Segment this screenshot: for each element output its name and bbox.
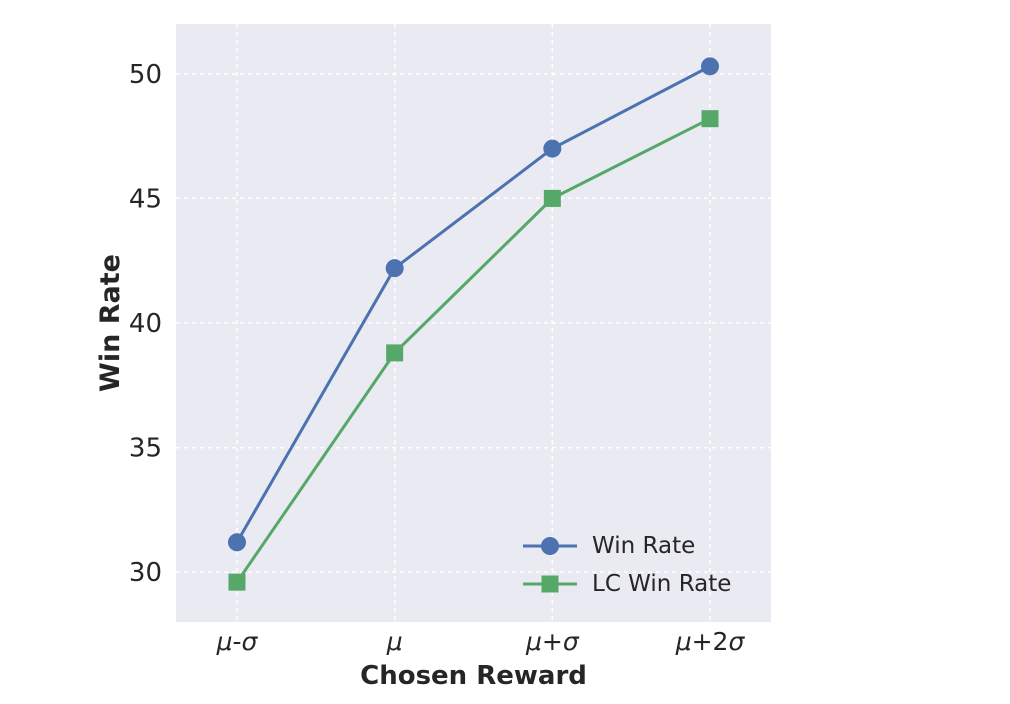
x-tick-label: μ+σ [525,627,580,656]
data-point-square [386,344,404,362]
circle-marker-icon [523,537,577,555]
x-tick-label: μ+2σ [675,627,746,656]
series-line [235,117,711,583]
legend: Win Rate LC Win Rate [522,531,731,607]
data-point-square [701,110,719,128]
data-point-circle [701,57,720,76]
legend-label: Win Rate [592,533,696,559]
legend-item-win-rate: Win Rate [522,531,731,561]
data-point-circle [543,139,562,158]
y-tick-label: 30 [129,558,162,588]
y-tick-label: 45 [129,184,162,214]
x-axis-label: Chosen Reward [360,661,587,691]
legend-item-lc-win-rate: LC Win Rate [522,569,731,599]
legend-label: LC Win Rate [592,571,732,597]
y-tick-label: 40 [129,309,162,339]
data-point-square [228,573,246,591]
data-point-circle [385,259,404,278]
x-tick-label: μ-σ [216,627,259,656]
series-line [235,65,711,544]
x-tick-label: μ [386,627,403,656]
y-tick-label: 35 [129,434,162,464]
square-marker-icon [523,575,577,593]
y-tick-label: 50 [129,60,162,90]
y-axis-label: Win Rate [95,254,126,392]
data-point-square [543,189,561,207]
data-point-circle [227,533,246,552]
